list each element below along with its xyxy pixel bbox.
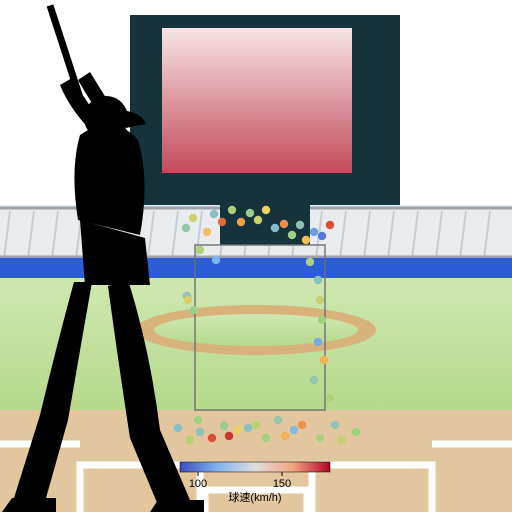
legend-title: 球速(km/h) bbox=[228, 490, 281, 504]
legend-tick: 150 bbox=[273, 478, 291, 490]
pitch-chart-container: 100 150球速(km/h) bbox=[0, 0, 512, 512]
scene-svg: 100 150球速(km/h) bbox=[0, 0, 512, 512]
legend-tick: 100 bbox=[189, 478, 207, 490]
